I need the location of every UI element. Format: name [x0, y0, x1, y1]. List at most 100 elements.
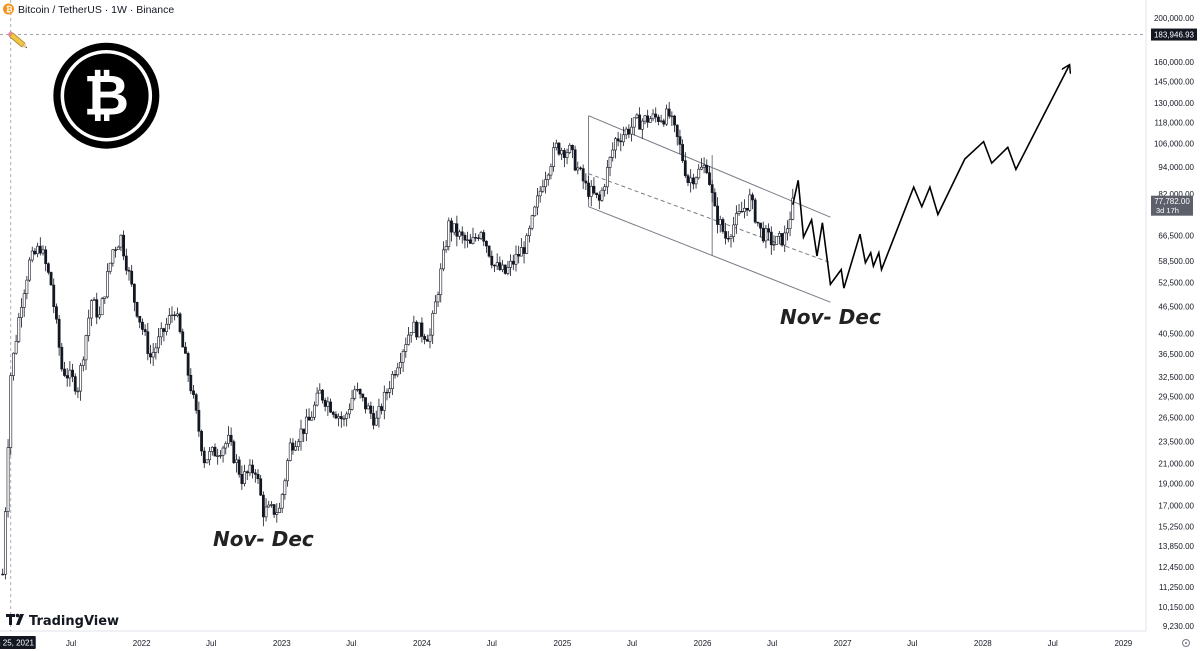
- y-tick-label: 130,000.00: [1154, 99, 1195, 108]
- candle: [251, 459, 255, 479]
- candle: [347, 403, 351, 419]
- x-tick-label: Jul: [1048, 639, 1058, 648]
- candle: [460, 226, 464, 244]
- candle: [495, 253, 499, 270]
- x-tick-label: Jul: [487, 639, 497, 648]
- candle: [530, 214, 534, 231]
- candle: [562, 148, 566, 168]
- channel-lower-line[interactable]: [588, 206, 831, 303]
- candle: [237, 456, 241, 478]
- candle: [310, 411, 314, 421]
- y-tick-label: 32,500.00: [1158, 373, 1194, 382]
- candle: [681, 139, 685, 163]
- candle: [146, 322, 150, 361]
- x-tick-label: Jul: [767, 639, 777, 648]
- candle: [640, 118, 644, 139]
- candle: [474, 233, 478, 242]
- y-tick-label: 46,500.00: [1158, 302, 1194, 311]
- settings-icon[interactable]: [1182, 639, 1190, 647]
- candle: [81, 356, 85, 372]
- x-tick-label: 2027: [834, 639, 852, 648]
- candle: [227, 426, 230, 448]
- candle: [232, 439, 236, 465]
- candle: [382, 385, 386, 420]
- candle: [552, 142, 556, 172]
- candle: [197, 401, 201, 437]
- candle: [638, 107, 642, 130]
- time-axis[interactable]: Jan 25, 2021 Jul 2022 Jul 2023 Jul 2024 Jul 2025…: [0, 636, 1133, 649]
- candle: [568, 143, 572, 155]
- candle: [377, 398, 381, 428]
- y-tick-label: 160,000.00: [1154, 58, 1195, 67]
- candle: [46, 262, 50, 275]
- candle: [519, 238, 523, 257]
- candle: [648, 116, 652, 123]
- channel-middle-line[interactable]: [588, 173, 831, 264]
- candle: [286, 458, 289, 487]
- x-tick-label: 2024: [413, 639, 431, 648]
- candle: [458, 229, 461, 240]
- candle: [3, 507, 7, 580]
- candle: [764, 225, 768, 249]
- candle: [213, 443, 217, 457]
- candle: [724, 222, 728, 245]
- candle: [218, 450, 222, 459]
- candle: [675, 124, 679, 146]
- candle: [487, 245, 491, 258]
- candle: [138, 315, 142, 329]
- candle: [353, 385, 357, 401]
- candle: [759, 222, 762, 238]
- candle: [157, 328, 160, 354]
- candle: [73, 373, 77, 395]
- candle: [501, 259, 504, 273]
- candle: [108, 262, 112, 275]
- y-tick-label: 94,000.00: [1158, 163, 1194, 172]
- candle: [581, 164, 585, 190]
- candle: [149, 344, 152, 364]
- candle: [678, 129, 682, 154]
- brand-name: TradingView: [29, 614, 119, 629]
- candle: [36, 242, 40, 258]
- candle: [52, 278, 56, 314]
- price-projection[interactable]: [792, 65, 1070, 289]
- candle: [256, 469, 260, 485]
- projection-path-line[interactable]: [792, 65, 1070, 289]
- candle: [624, 126, 628, 140]
- annotations: Nov- Dec Nov- Dec ₿: [7, 30, 881, 551]
- candle: [667, 101, 671, 119]
- candle: [33, 247, 37, 256]
- candle: [493, 264, 496, 273]
- candle: [313, 401, 316, 421]
- candle: [240, 465, 244, 490]
- candlestick-series: [1, 101, 795, 580]
- y-tick-label: 21,000.00: [1158, 460, 1194, 469]
- current-price-label: 77,782.00: [1151, 195, 1193, 216]
- candle: [463, 232, 467, 249]
- pencil-icon: [7, 30, 28, 49]
- candle: [87, 309, 91, 342]
- candle: [100, 296, 104, 316]
- candle: [498, 256, 502, 272]
- price-axis[interactable]: 200,000.00 160,000.00 145,000.00 130,000.00…: [1154, 14, 1195, 631]
- candle: [127, 266, 131, 281]
- x-tick-label: 2026: [694, 639, 712, 648]
- candle: [192, 384, 195, 399]
- candle: [455, 215, 459, 247]
- candle: [358, 388, 362, 399]
- candle: [541, 179, 545, 193]
- x-tick-label: Jul: [907, 639, 917, 648]
- candle: [60, 343, 64, 372]
- candle: [490, 250, 494, 269]
- candle: [670, 111, 674, 127]
- candle: [689, 169, 693, 193]
- candle: [767, 223, 771, 241]
- candle: [751, 192, 754, 210]
- candle: [235, 454, 238, 473]
- candle: [55, 303, 58, 324]
- candle: [646, 109, 650, 128]
- candle: [614, 136, 617, 159]
- candle: [103, 296, 107, 304]
- candle: [321, 388, 324, 404]
